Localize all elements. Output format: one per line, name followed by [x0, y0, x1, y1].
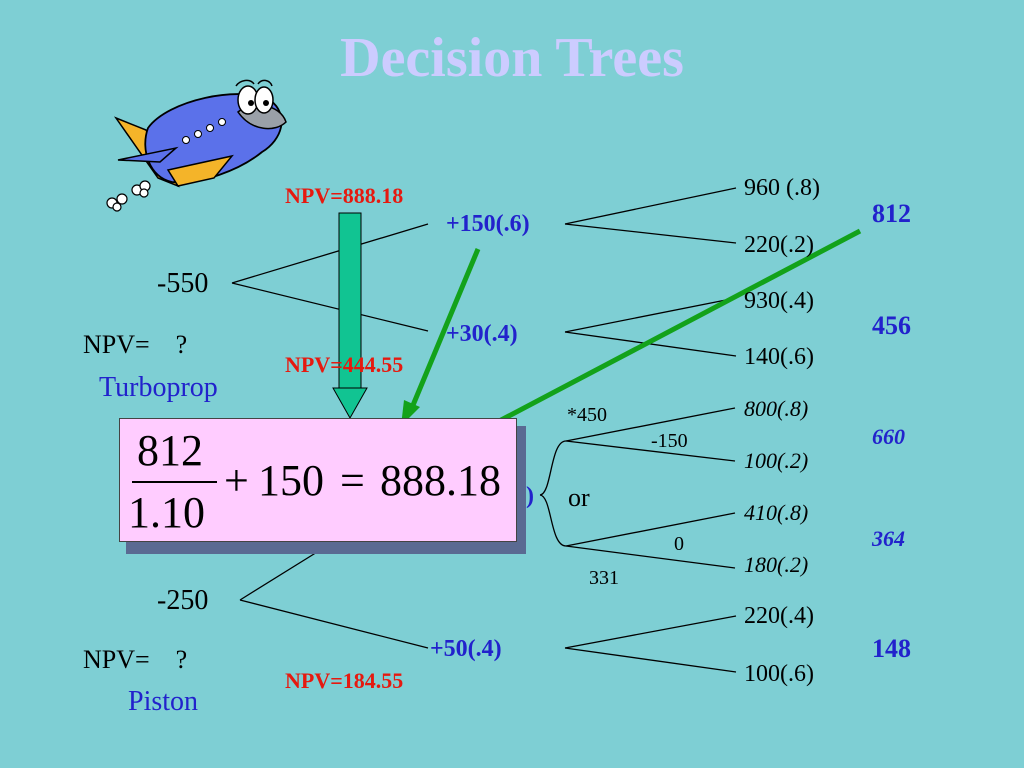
outcome-piston-b2: 180(.2) [744, 552, 809, 577]
outcome-piston-a2: 100(.2) [744, 448, 809, 473]
branch-turbo-low: +30(.4) [446, 321, 518, 347]
choice-a-cost: -150 [651, 430, 688, 452]
piston-label: Piston [128, 686, 199, 717]
npv-turboprop-mid: NPV=444.55 [285, 352, 404, 377]
expected-turbo-low: 456 [872, 311, 911, 340]
choice-a-value: *450 [567, 404, 607, 426]
choice-b-value: 331 [589, 567, 619, 589]
turboprop-npv-prompt: NPV= ? [83, 330, 188, 359]
cartoon-airplane-icon [106, 79, 287, 212]
outcome-piston-low2: 100(.6) [744, 661, 814, 687]
formula-result: 888.18 [380, 456, 501, 505]
branch-turbo-high: +150(.6) [446, 211, 530, 237]
formula-plus: + [224, 456, 249, 505]
formula-equals: = [340, 456, 365, 505]
npv-piston-bottom: NPV=184.55 [285, 668, 404, 693]
expected-piston-a: 660 [872, 424, 905, 449]
piston-cost: -250 [157, 585, 209, 616]
formula-numerator: 812 [137, 426, 203, 475]
teal-down-arrow [332, 212, 368, 420]
formula-addend: 150 [258, 456, 324, 505]
npv-turboprop-top: NPV=888.18 [285, 183, 404, 208]
piston-npv-prompt: NPV= ? [83, 645, 188, 674]
expected-piston-b: 364 [872, 526, 905, 551]
formula-box: 812 1.10 + 150 = 888.18 [119, 418, 517, 542]
turboprop-label: Turboprop [99, 372, 218, 403]
choice-or: or [568, 483, 590, 512]
outcome-piston-a1: 800(.8) [744, 396, 809, 421]
turboprop-cost: -550 [157, 268, 209, 299]
outcome-turbo-3: 930(.4) [744, 288, 814, 314]
choice-b-cost: 0 [674, 533, 684, 555]
fraction-bar [132, 481, 217, 483]
formula-denominator: 1.10 [128, 488, 205, 537]
branch-piston-low: +50(.4) [430, 636, 502, 662]
outcome-piston-low1: 220(.4) [744, 603, 814, 629]
outcome-turbo-4: 140(.6) [744, 344, 814, 370]
branch-piston-high-tail: ) [526, 483, 534, 509]
expected-turbo-high: 812 [872, 199, 911, 228]
page-title: Decision Trees [340, 27, 684, 89]
expected-piston-low: 148 [872, 634, 911, 663]
outcome-turbo-1: 960 (.8) [744, 175, 820, 201]
outcome-turbo-2: 220(.2) [744, 232, 814, 258]
outcome-piston-b1: 410(.8) [744, 500, 809, 525]
